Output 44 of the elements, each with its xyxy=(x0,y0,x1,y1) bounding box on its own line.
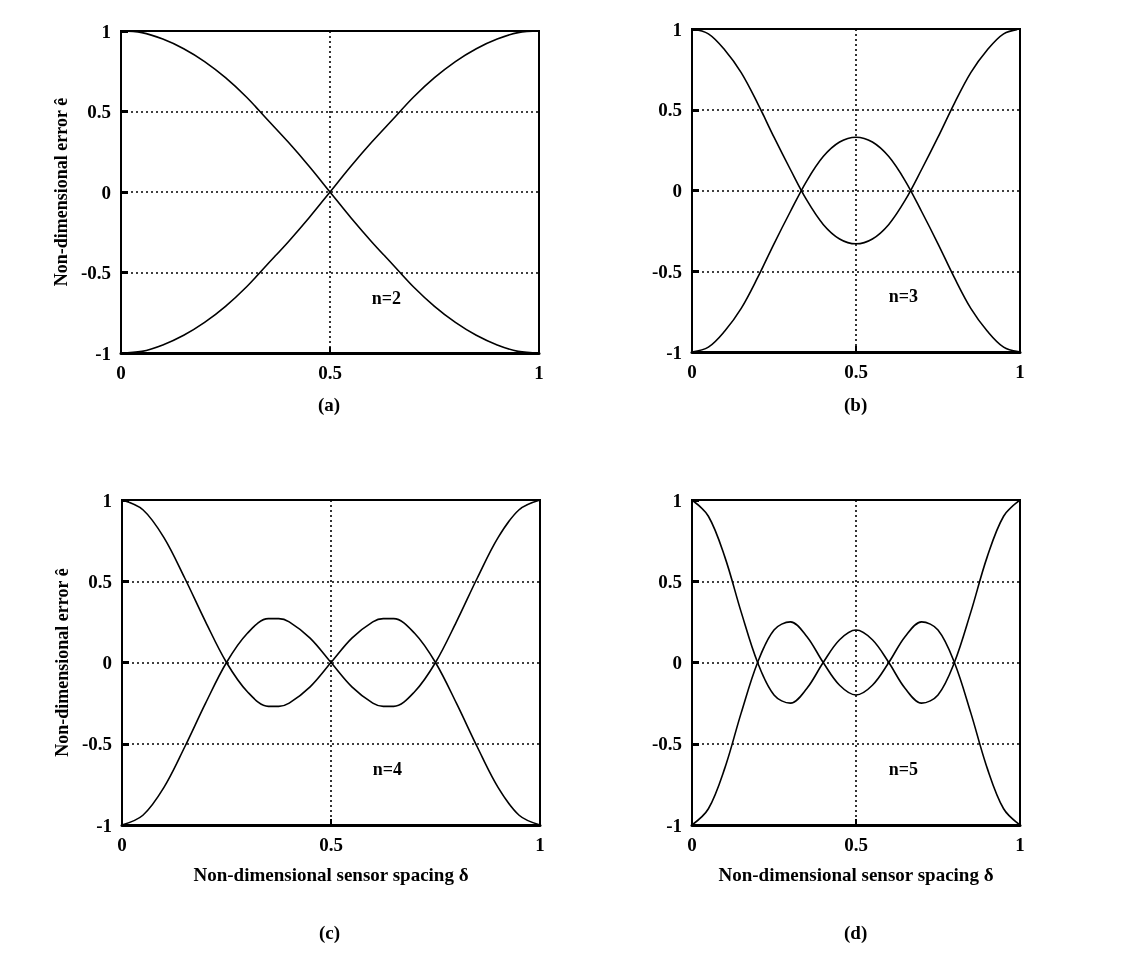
y-tick-label: -0.5 xyxy=(651,733,682,755)
y-tick-label: -0.5 xyxy=(80,262,111,283)
y-tick-label: 0 xyxy=(672,652,682,673)
x-tick-label: 0.5 xyxy=(844,361,868,382)
annotation: n=3 xyxy=(888,286,919,307)
annotation: n=4 xyxy=(372,759,403,779)
y-tick-label: 0.5 xyxy=(658,570,682,592)
y-tick-label: -0.5 xyxy=(651,260,682,282)
y-axis-title: Non-dimensional error ê xyxy=(52,568,73,757)
y-tick-label: 1 xyxy=(102,489,112,511)
text: (a) xyxy=(318,394,341,416)
x-axis-title: Non-dimensional sensor spacing δ xyxy=(718,864,994,885)
y-tick-label: -0.5 xyxy=(81,733,112,755)
annotation: n=5 xyxy=(888,759,919,779)
x-tick-label: 1 xyxy=(534,362,544,383)
y-tick-label: -1 xyxy=(666,814,682,836)
y-tick-label: 1 xyxy=(672,18,682,40)
x-tick-label: 1 xyxy=(535,834,545,855)
x-tick-label: 0 xyxy=(687,361,697,382)
x-tick-label: 1 xyxy=(1015,361,1025,382)
y-axis-title: Non-dimensional error ê xyxy=(51,97,72,287)
text: (c) xyxy=(319,922,341,944)
text: (d) xyxy=(844,922,868,944)
y-tick-label: -1 xyxy=(95,342,111,364)
x-tick-label: 0 xyxy=(687,834,697,855)
y-tick-label: 0.5 xyxy=(87,101,111,122)
x-tick-label: 0.5 xyxy=(844,834,868,855)
y-tick-label: -1 xyxy=(666,341,682,363)
text: (b) xyxy=(844,394,868,416)
y-tick-label: -1 xyxy=(96,814,112,836)
annotation: n=2 xyxy=(371,287,402,308)
x-tick-label: 0.5 xyxy=(319,834,343,855)
x-tick-label: 0 xyxy=(116,362,126,383)
y-tick-label: 1 xyxy=(672,489,682,511)
y-tick-label: 0 xyxy=(101,181,111,203)
y-tick-label: 0 xyxy=(102,652,112,673)
x-tick-label: 0 xyxy=(117,834,127,855)
y-tick-label: 0.5 xyxy=(88,570,112,592)
y-tick-label: 0.5 xyxy=(658,99,682,121)
y-tick-label: 1 xyxy=(101,20,111,42)
x-tick-label: 0.5 xyxy=(318,362,342,383)
y-tick-label: 0 xyxy=(672,180,682,201)
x-tick-label: 1 xyxy=(1015,834,1025,855)
x-axis-title: Non-dimensional sensor spacing δ xyxy=(193,864,469,885)
